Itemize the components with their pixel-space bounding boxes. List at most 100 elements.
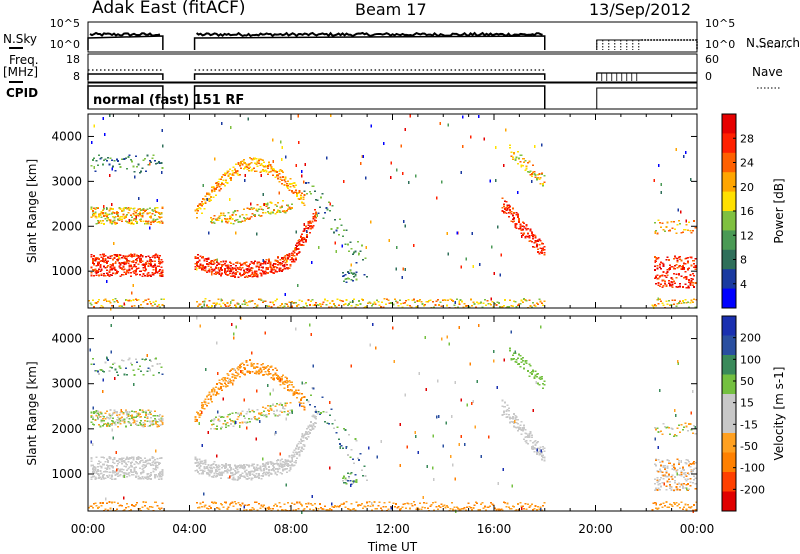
velocity-panel-pixel — [653, 489, 656, 491]
velocity-panel-pixel — [98, 462, 101, 465]
velocity-panel-pixel — [532, 442, 535, 444]
velocity-panel-pixel — [232, 474, 235, 476]
velocity-panel-pixel — [310, 429, 312, 431]
velocity-panel-pixel — [246, 504, 249, 506]
velocity-panel-pixel — [268, 373, 271, 375]
power-panel-pixel — [232, 222, 235, 225]
velocity-panel-pixel — [112, 458, 115, 461]
velocity-panel-pixel — [264, 371, 267, 373]
power-panel-pixel — [685, 278, 688, 281]
velocity-panel-pixel — [225, 426, 227, 428]
power-panel-pixel — [150, 259, 153, 261]
velocity-panel-pixel — [119, 417, 122, 419]
power-panel-pixel — [136, 273, 139, 275]
power-panel-pixel — [284, 302, 287, 305]
nsky-trace — [193, 35, 546, 50]
velocity-panel-pixel — [693, 460, 696, 463]
date-title: 13/Sep/2012 — [589, 0, 692, 19]
power-panel-pixel — [538, 298, 541, 300]
velocity-panel-pixel — [525, 508, 528, 510]
velocity-panel-pixel — [278, 376, 281, 379]
power-panel-pixel — [100, 269, 103, 271]
power-panel-pixel — [278, 270, 281, 272]
velocity-panel-pixel — [245, 359, 248, 362]
power-panel-pixel — [93, 269, 96, 271]
power-panel-pixel — [254, 213, 257, 216]
velocity-panel-pixel — [270, 366, 273, 368]
power-panel-pixel — [670, 277, 673, 279]
velocity-panel-pixel — [155, 465, 158, 467]
velocity-panel-pixel — [312, 422, 315, 425]
nsky-noise — [195, 31, 543, 38]
power-panel-pixel — [252, 261, 255, 264]
velocity-panel-pixel — [293, 449, 296, 452]
power-panel-pixel — [353, 272, 356, 274]
power-panel-pixel — [222, 173, 225, 176]
power-panel-pixel — [476, 301, 479, 304]
power-panel-pixel — [138, 257, 141, 260]
power-panel-pixel — [114, 255, 117, 257]
velocity-panel-pixel — [261, 366, 264, 369]
velocity-panel-pixel — [329, 414, 332, 416]
velocity-panel-pixel — [137, 424, 140, 427]
velocity-panel-pixel — [223, 378, 226, 380]
power-panel-pixel — [540, 252, 543, 254]
power-panel-pixel — [119, 166, 122, 168]
velocity-panel-pixel — [285, 464, 288, 467]
power-panel-pixel — [199, 303, 202, 306]
power-panel-pixel — [688, 267, 691, 269]
velocity-panel-pixel — [202, 469, 205, 472]
power-panel-pixel — [525, 235, 528, 238]
velocity-panel-pixel — [263, 465, 266, 468]
power-panel-pixel — [134, 271, 137, 273]
velocity-panel-pixel — [683, 426, 685, 429]
power-panel-pixel — [131, 260, 134, 263]
velocity-panel-pixel — [367, 505, 370, 507]
power-panel-pixel — [159, 216, 161, 219]
power-panel-pixel — [294, 257, 297, 259]
power-panel-pixel — [506, 207, 509, 210]
velocity-panel-pixel — [133, 467, 136, 470]
velocity-panel-pixel — [521, 357, 524, 359]
velocity-panel-pixel — [118, 469, 121, 472]
power-panel-pixel — [203, 259, 206, 262]
velocity-panel-pixel — [476, 502, 479, 504]
power-panel-pixel — [686, 269, 689, 271]
velocity-panel-pixel — [688, 461, 691, 463]
velocity-panel-pixel — [199, 469, 202, 471]
power-panel-pixel — [539, 247, 542, 249]
velocity-panel-pixel — [143, 358, 146, 361]
power-panel-pixel — [312, 185, 315, 187]
velocity-panel-pixel — [146, 507, 149, 509]
power-panel-pixel — [235, 271, 238, 274]
velocity-panel-pixel — [684, 503, 687, 506]
velocity-panel-scatter — [204, 367, 207, 371]
velocity-panel-pixel — [240, 465, 243, 467]
power-panel-pixel — [532, 171, 535, 173]
power-panel-pixel — [671, 299, 674, 302]
velocity-panel-pixel — [105, 464, 108, 466]
velocity-panel-pixel — [691, 481, 694, 484]
power-panel-pixel — [233, 273, 236, 275]
power-panel-pixel — [133, 269, 136, 272]
power-panel-pixel — [91, 213, 94, 216]
velocity-panel-pixel — [213, 391, 216, 393]
power-panel-scatter — [135, 215, 137, 219]
velocity-panel-pixel — [96, 410, 99, 413]
velocity-panel-pixel — [268, 412, 271, 415]
power-panel-pixel — [151, 305, 154, 307]
velocity-panel-pixel — [95, 504, 98, 507]
velocity-panel-pixel — [207, 472, 210, 475]
velocity-panel-pixel — [156, 475, 159, 478]
velocity-panel-pixel — [145, 459, 148, 462]
velocity-panel-pixel — [655, 428, 658, 431]
velocity-panel-pixel — [124, 425, 127, 428]
velocity-panel-pixel — [283, 468, 286, 471]
power-panel-pixel — [117, 211, 120, 214]
velocity-panel-pixel — [689, 423, 692, 425]
power-panel-pixel — [665, 285, 668, 287]
velocity-panel-pixel — [313, 416, 316, 419]
power-panel-pixel — [221, 263, 224, 266]
power-panel-pixel — [110, 274, 113, 276]
velocity-panel-pixel — [518, 363, 521, 365]
